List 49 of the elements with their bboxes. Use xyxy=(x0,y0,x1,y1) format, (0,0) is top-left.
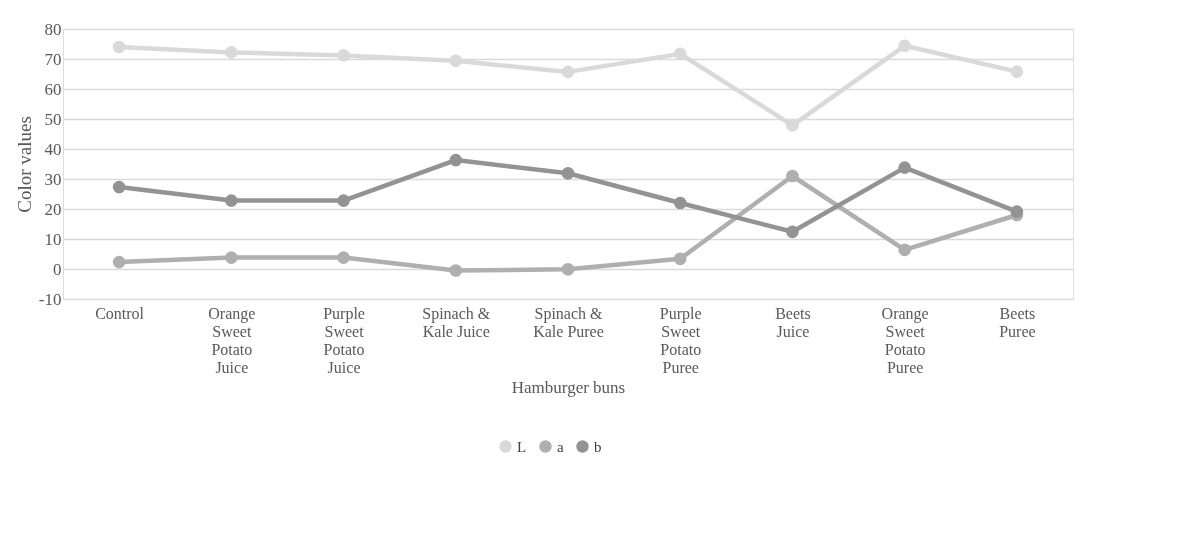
point xyxy=(561,166,575,180)
y-tick-label: 40 xyxy=(44,139,62,159)
point xyxy=(337,49,350,62)
point xyxy=(1010,65,1024,78)
point xyxy=(225,46,238,59)
point xyxy=(225,194,238,207)
y-tick-label: 0 xyxy=(53,259,62,279)
point xyxy=(673,252,687,266)
y-tick-label: 70 xyxy=(44,49,62,69)
point xyxy=(337,194,350,207)
point xyxy=(786,225,799,239)
legend-label: L xyxy=(517,438,527,455)
y-tick-label: 80 xyxy=(44,19,62,39)
x-tick-label: Purple Sweet Potato Juice xyxy=(323,304,365,376)
x-tick-label: Orange Sweet Potato Puree xyxy=(881,304,929,376)
point xyxy=(898,161,911,174)
y-tick-label: 60 xyxy=(44,79,62,99)
x-tick-label: Spinach & Kale Puree xyxy=(533,304,604,340)
x-tick-label: Purple Sweet Potato Puree xyxy=(659,304,702,376)
x-tick-label: Control xyxy=(95,304,145,322)
point xyxy=(561,65,575,79)
point xyxy=(112,40,126,54)
x-axis-title: Hamburger buns xyxy=(511,377,626,397)
legend-label: a xyxy=(557,438,564,455)
y-axis-title: Color values xyxy=(13,116,35,213)
point xyxy=(673,47,687,61)
y-tick-label: 20 xyxy=(44,199,62,219)
y-tick-label: -10 xyxy=(38,289,62,309)
point xyxy=(786,118,799,132)
point xyxy=(898,39,911,53)
point xyxy=(337,251,350,264)
point xyxy=(449,153,463,167)
x-tick-label: Beets Puree xyxy=(999,304,1036,340)
point xyxy=(561,262,575,276)
x-tick-label: Spinach & Kale Juice xyxy=(422,304,491,340)
point xyxy=(673,196,687,210)
point xyxy=(786,169,799,183)
y-tick-label: 30 xyxy=(44,169,62,189)
point xyxy=(112,180,126,194)
point xyxy=(225,251,238,264)
y-tick-label: 10 xyxy=(44,229,62,249)
legend-label: b xyxy=(594,438,602,455)
point xyxy=(112,255,126,269)
point xyxy=(449,264,463,277)
y-tick-label: 50 xyxy=(44,109,62,129)
point xyxy=(449,54,463,68)
x-tick-label: Beets Juice xyxy=(775,304,811,340)
x-tick-label: Orange Sweet Potato Juice xyxy=(208,304,256,376)
point xyxy=(898,243,911,257)
